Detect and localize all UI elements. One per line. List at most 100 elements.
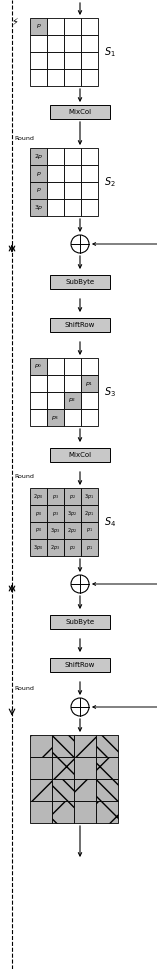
Bar: [47, 199, 64, 216]
Text: $p_3$: $p_3$: [52, 492, 59, 501]
Bar: [64, 35, 81, 52]
Bar: [47, 488, 64, 505]
Bar: [64, 182, 81, 199]
Text: $p_2$: $p_2$: [68, 396, 77, 404]
Bar: [30, 409, 47, 426]
Bar: [30, 148, 47, 165]
Text: MixCol: MixCol: [68, 109, 92, 115]
Text: ShiftRow: ShiftRow: [65, 662, 95, 668]
Bar: [74, 801, 96, 823]
Bar: [96, 779, 118, 801]
Bar: [81, 148, 98, 165]
Bar: [47, 52, 64, 69]
Bar: [81, 505, 98, 522]
Ellipse shape: [71, 575, 89, 593]
Bar: [47, 392, 64, 409]
Bar: [52, 779, 74, 801]
Bar: [74, 735, 96, 757]
Bar: [30, 757, 52, 779]
Bar: [64, 358, 81, 375]
Bar: [81, 18, 98, 35]
Bar: [30, 165, 47, 182]
Bar: [30, 69, 47, 86]
Bar: [30, 505, 47, 522]
Bar: [30, 52, 47, 69]
Bar: [30, 488, 47, 505]
Bar: [30, 35, 47, 52]
Text: $p$: $p$: [36, 22, 41, 30]
Bar: [52, 757, 74, 779]
Bar: [50, 448, 110, 462]
Bar: [81, 539, 98, 556]
Bar: [47, 409, 64, 426]
Text: $2p_1$: $2p_1$: [84, 509, 95, 518]
Bar: [81, 35, 98, 52]
Text: $p_2$: $p_2$: [69, 544, 76, 551]
Bar: [64, 392, 81, 409]
Bar: [50, 275, 110, 289]
Ellipse shape: [71, 235, 89, 253]
Bar: [47, 375, 64, 392]
Bar: [81, 488, 98, 505]
Text: ShiftRow: ShiftRow: [65, 322, 95, 328]
Bar: [47, 182, 64, 199]
Bar: [52, 735, 74, 757]
Bar: [64, 505, 81, 522]
Text: $2p$: $2p$: [34, 152, 43, 161]
Text: $3p_3$: $3p_3$: [50, 526, 61, 535]
Bar: [64, 69, 81, 86]
Text: $3p_1$: $3p_1$: [84, 492, 95, 501]
Bar: [30, 18, 47, 35]
Text: SubByte: SubByte: [65, 619, 95, 625]
Bar: [64, 375, 81, 392]
Text: $2p_0$: $2p_0$: [33, 492, 44, 501]
Bar: [64, 409, 81, 426]
Text: $p_1$: $p_1$: [86, 544, 93, 551]
Bar: [74, 779, 96, 801]
Text: $3p_2$: $3p_2$: [68, 509, 78, 518]
Bar: [96, 735, 118, 757]
Bar: [30, 522, 47, 539]
Bar: [64, 522, 81, 539]
Bar: [96, 757, 118, 779]
Text: $2p_3$: $2p_3$: [50, 543, 61, 552]
Bar: [50, 615, 110, 629]
Text: Round: Round: [14, 136, 34, 141]
Bar: [30, 375, 47, 392]
Bar: [64, 165, 81, 182]
Text: $p_1$: $p_1$: [86, 526, 93, 535]
Bar: [30, 801, 52, 823]
Bar: [64, 539, 81, 556]
Bar: [47, 539, 64, 556]
Text: $p$: $p$: [36, 186, 41, 195]
Bar: [81, 358, 98, 375]
Bar: [64, 148, 81, 165]
Bar: [64, 52, 81, 69]
Bar: [30, 735, 52, 757]
Text: $3p_0$: $3p_0$: [33, 543, 44, 552]
Text: $p_2$: $p_2$: [69, 492, 76, 501]
Text: Round: Round: [14, 474, 34, 479]
Bar: [30, 779, 52, 801]
Bar: [81, 199, 98, 216]
Bar: [30, 358, 47, 375]
Bar: [81, 182, 98, 199]
Bar: [30, 539, 47, 556]
Ellipse shape: [71, 698, 89, 716]
Bar: [64, 199, 81, 216]
Bar: [50, 318, 110, 332]
Text: $S_4$: $S_4$: [104, 516, 116, 529]
Bar: [47, 505, 64, 522]
Text: $S_{3}$: $S_{3}$: [104, 385, 116, 399]
Text: $p_0$: $p_0$: [35, 526, 42, 535]
Text: $2p_2$: $2p_2$: [68, 526, 78, 535]
Text: $p$: $p$: [36, 170, 41, 177]
Text: $3p$: $3p$: [34, 203, 43, 212]
Text: $p_1$: $p_1$: [85, 380, 94, 388]
Bar: [30, 199, 47, 216]
Bar: [47, 18, 64, 35]
Bar: [47, 148, 64, 165]
Text: SubByte: SubByte: [65, 279, 95, 285]
Text: $p_0$: $p_0$: [35, 510, 42, 517]
Text: MixCol: MixCol: [68, 452, 92, 458]
